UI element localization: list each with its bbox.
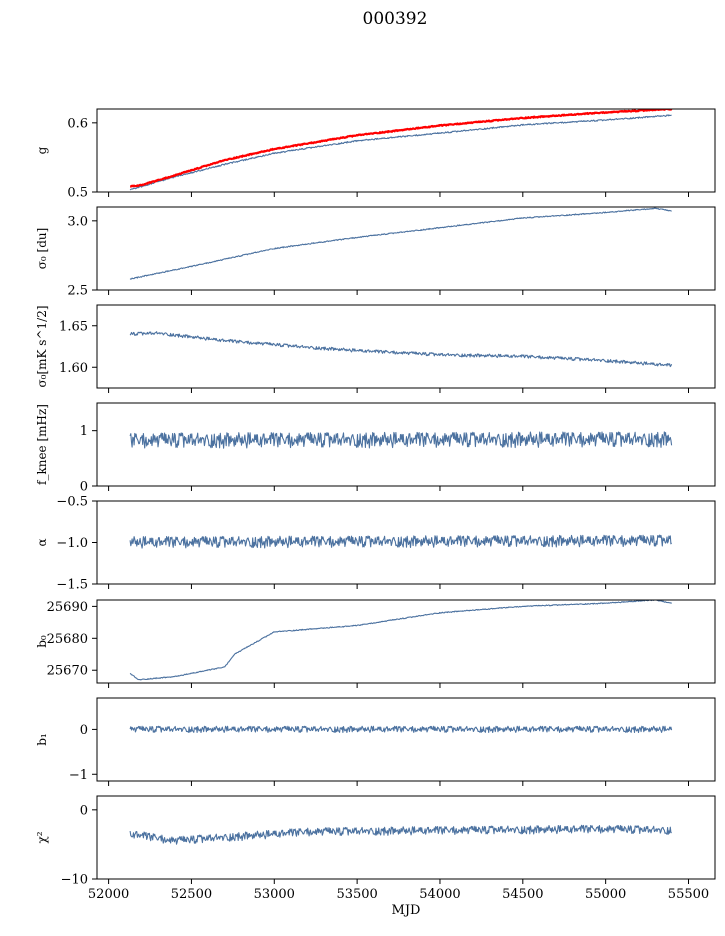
series-line-b0-0 bbox=[129, 600, 672, 681]
y-tick-label: 1.65 bbox=[59, 319, 88, 334]
y-tick-label: −1.5 bbox=[56, 578, 88, 593]
panel-frame bbox=[96, 402, 716, 487]
y-axis-label: g bbox=[35, 146, 49, 154]
x-tick-label: 52500 bbox=[171, 887, 212, 902]
series-line-b1-0 bbox=[129, 725, 673, 734]
y-tick-label: 3.0 bbox=[67, 214, 88, 229]
x-axis-label: MJD bbox=[392, 903, 421, 918]
y-axis-label: f_knee [mHz] bbox=[35, 404, 49, 485]
y-tick-label: 0 bbox=[80, 480, 88, 495]
y-tick-label: 0 bbox=[80, 803, 88, 818]
y-tick-label: −1 bbox=[69, 768, 88, 783]
panel-frame bbox=[96, 599, 716, 684]
y-tick-label: 25670 bbox=[47, 664, 88, 679]
y-axis-label: b₀ bbox=[35, 635, 49, 648]
panel-frame bbox=[96, 795, 716, 880]
y-tick-label: 2.5 bbox=[67, 284, 88, 299]
panel-frame bbox=[96, 108, 716, 193]
panel-frame bbox=[96, 206, 716, 291]
panel-fknee: 0 1 f_knee [mHz] bbox=[35, 402, 716, 495]
series-line-g-measured bbox=[129, 114, 672, 191]
x-tick-label: 55000 bbox=[585, 887, 626, 902]
panel-sigma0-du: 2.5 3.0 σ₀ [du] bbox=[35, 206, 716, 299]
y-axis-label: σ₀[mK s^1/2] bbox=[35, 305, 49, 387]
panels: 0.5 0.6 g 2.5 3.0 σ₀ [du] 1.60 1.65 σ₀[mK s^1/2]… bbox=[35, 108, 716, 918]
x-tick-label: 53000 bbox=[254, 887, 295, 902]
x-tick-label: 54000 bbox=[419, 887, 460, 902]
panel-chi2: −10 0 χ² 52000 52500 53000 53500 54000 54500 5500… bbox=[35, 795, 716, 918]
panel-sigma0-mk: 1.60 1.65 σ₀[mK s^1/2] bbox=[35, 304, 716, 393]
panel-b0: 25670 25680 25690 b₀ bbox=[35, 599, 716, 688]
y-tick-label: −1.0 bbox=[56, 536, 88, 551]
series-line-chi2-0 bbox=[129, 824, 672, 845]
series-line-sigma0-mk-0 bbox=[129, 331, 673, 368]
x-tick-label: 54500 bbox=[502, 887, 543, 902]
y-tick-label: 1.60 bbox=[59, 361, 88, 376]
series-line-sigma0-du-0 bbox=[129, 207, 672, 280]
panel-g: 0.5 0.6 g bbox=[35, 108, 716, 201]
y-axis-label: σ₀ [du] bbox=[35, 228, 49, 270]
y-tick-label: 25690 bbox=[47, 600, 88, 615]
y-tick-label: −0.5 bbox=[56, 495, 88, 510]
y-axis-label: α bbox=[35, 538, 49, 546]
panel-frame bbox=[96, 697, 716, 782]
y-tick-label: −10 bbox=[61, 873, 88, 888]
figure-title: 000392 bbox=[363, 9, 428, 29]
x-tick-label: 55500 bbox=[668, 887, 709, 902]
series-line-fknee-0 bbox=[129, 431, 673, 449]
y-axis-label: b₁ bbox=[35, 733, 49, 746]
y-tick-label: 1 bbox=[80, 424, 88, 439]
panel-frame bbox=[96, 304, 716, 389]
y-tick-label: 0.6 bbox=[67, 116, 88, 131]
y-tick-label: 25680 bbox=[47, 632, 88, 647]
x-tick-label: 52000 bbox=[88, 887, 129, 902]
series-line-alpha-0 bbox=[129, 534, 673, 549]
panel-alpha: −1.5 −1.0 −0.5 α bbox=[35, 495, 716, 593]
series-line-g-reference bbox=[129, 109, 673, 188]
y-tick-label: 0 bbox=[80, 723, 88, 738]
x-tick-label: 53500 bbox=[336, 887, 377, 902]
y-axis-label: χ² bbox=[35, 831, 49, 843]
y-tick-label: 0.5 bbox=[67, 186, 88, 201]
panel-b1: −1 0 b₁ bbox=[35, 697, 716, 786]
